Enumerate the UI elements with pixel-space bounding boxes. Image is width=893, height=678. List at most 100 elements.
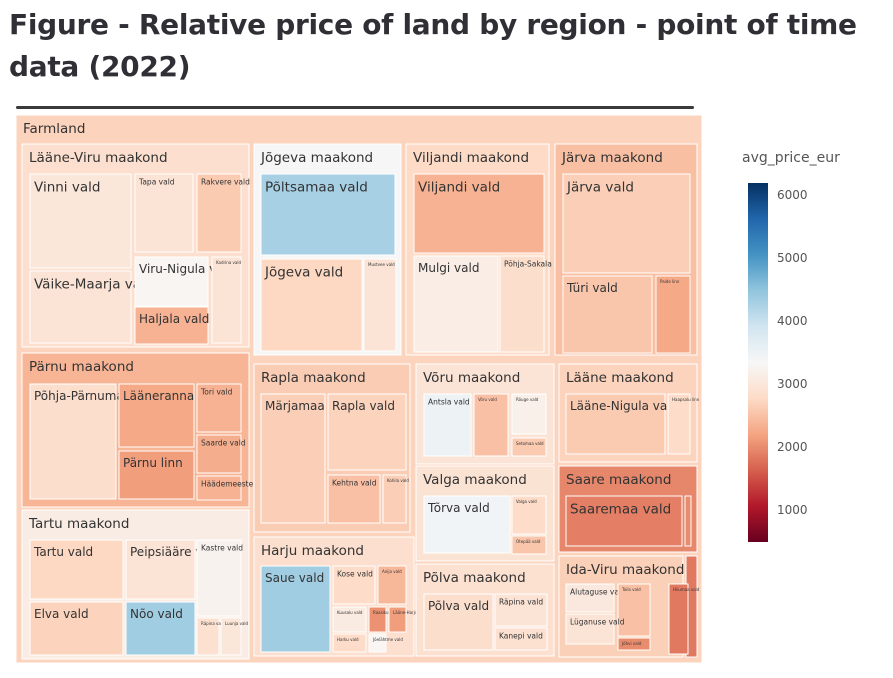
region-label: Tartu maakond xyxy=(28,516,129,532)
municipality-label: Järva vald xyxy=(566,180,634,196)
region-label: Põlva maakond xyxy=(423,570,526,586)
municipality-tile[interactable] xyxy=(196,383,242,433)
municipality-tile[interactable] xyxy=(196,617,220,656)
municipality-tile[interactable] xyxy=(562,275,653,354)
municipality-tile[interactable] xyxy=(668,583,689,655)
municipality-label: Kuusalu vald xyxy=(337,610,363,615)
municipality-tile[interactable] xyxy=(29,539,124,600)
municipality-label: Pärnu linn xyxy=(123,456,183,470)
municipality-label: Valga vald xyxy=(516,499,537,504)
municipality-label: Rapla vald xyxy=(332,399,395,413)
municipality-tile[interactable] xyxy=(29,601,124,656)
region-label: Lääne maakond xyxy=(566,370,674,386)
municipality-tile[interactable] xyxy=(196,434,242,474)
municipality-tile[interactable] xyxy=(220,617,242,656)
municipality-label: Kohila vald xyxy=(387,478,409,483)
municipality-tile[interactable] xyxy=(363,258,397,352)
municipality-tile[interactable] xyxy=(413,173,545,254)
municipality-tile[interactable] xyxy=(368,633,387,653)
page-title: Figure - Relative price of land by regio… xyxy=(9,8,857,83)
municipality-label: Saarde vald xyxy=(201,439,246,448)
municipality-tile[interactable] xyxy=(655,275,691,354)
municipality-label: Lääne-Nigula vald xyxy=(570,399,678,413)
municipality-label: Luunja vald xyxy=(225,621,249,626)
municipality-tile[interactable] xyxy=(332,606,367,633)
colorbar-tick-label: 3000 xyxy=(777,376,808,391)
municipality-label: Viru-Nigula vald xyxy=(139,262,235,276)
colorbar-tick-label: 2000 xyxy=(777,439,808,454)
municipality-label: Jõhvi vald xyxy=(621,641,642,646)
municipality-tile[interactable] xyxy=(260,393,326,524)
municipality-tile[interactable] xyxy=(684,495,692,547)
municipality-tile[interactable] xyxy=(332,633,367,653)
municipality-tile[interactable] xyxy=(125,539,196,600)
colorbar-tick-label: 4000 xyxy=(777,313,808,328)
municipality-tile[interactable] xyxy=(494,627,548,651)
municipality-tile[interactable] xyxy=(211,256,242,344)
municipality-label: Tapa vald xyxy=(138,178,175,187)
municipality-tile[interactable] xyxy=(29,270,132,344)
municipality-tile[interactable] xyxy=(423,495,511,554)
municipality-tile[interactable] xyxy=(473,393,509,457)
municipality-label: Haljala vald xyxy=(139,312,209,326)
municipality-tile[interactable] xyxy=(667,393,691,455)
municipality-tile[interactable] xyxy=(29,383,117,500)
municipality-tile[interactable] xyxy=(565,393,666,455)
municipality-tile[interactable] xyxy=(134,173,194,253)
municipality-label: Vinni vald xyxy=(34,180,100,196)
colorbar-tick-label: 5000 xyxy=(777,250,808,265)
municipality-label: Tõrva vald xyxy=(427,501,490,515)
municipality-tile[interactable] xyxy=(494,593,548,627)
municipality-tile[interactable] xyxy=(413,255,499,353)
municipality-tile[interactable] xyxy=(260,565,331,653)
municipality-label: Kastre vald xyxy=(201,544,243,553)
municipality-tile[interactable] xyxy=(368,606,387,633)
municipality-tile[interactable] xyxy=(134,256,209,307)
region-label: Valga maakond xyxy=(423,472,527,488)
region-label: Järva maakond xyxy=(561,150,663,166)
municipality-label: Lüganuse vald xyxy=(570,618,625,627)
municipality-tile[interactable] xyxy=(562,173,691,274)
municipality-tile[interactable] xyxy=(260,173,396,256)
municipality-tile[interactable] xyxy=(565,495,683,547)
municipality-tile[interactable] xyxy=(565,613,615,645)
municipality-label: Tori vald xyxy=(200,388,233,397)
municipality-tile[interactable] xyxy=(511,495,547,535)
region-label: Saare maakond xyxy=(566,472,671,488)
municipality-tile[interactable] xyxy=(118,383,195,448)
municipality-tile[interactable] xyxy=(118,450,195,500)
municipality-label: Räpina vald xyxy=(499,598,543,607)
municipality-label: Raasiku vald xyxy=(373,610,399,615)
colorbar-title: avg_price_eur xyxy=(742,150,840,166)
municipality-tile[interactable] xyxy=(617,637,651,651)
municipality-tile[interactable] xyxy=(29,173,132,269)
municipality-tile[interactable] xyxy=(196,539,242,617)
municipality-label: Põlva vald xyxy=(428,599,489,613)
municipality-tile[interactable] xyxy=(196,475,242,501)
municipality-label: Lääne-Harju vald xyxy=(393,610,428,615)
municipality-tile[interactable] xyxy=(377,565,407,605)
municipality-tile[interactable] xyxy=(511,393,547,435)
municipality-tile[interactable] xyxy=(499,255,545,353)
municipality-tile[interactable] xyxy=(260,258,363,352)
municipality-tile[interactable] xyxy=(327,474,381,524)
region-label: Rapla maakond xyxy=(261,370,366,386)
municipality-tile[interactable] xyxy=(511,535,547,555)
municipality-tile[interactable] xyxy=(332,565,376,605)
municipality-tile[interactable] xyxy=(423,393,472,457)
municipality-tile[interactable] xyxy=(134,306,209,345)
municipality-label: Nõo vald xyxy=(130,607,183,621)
municipality-tile[interactable] xyxy=(196,173,242,253)
municipality-label: Alutaguse vald xyxy=(570,588,626,597)
municipality-tile[interactable] xyxy=(423,593,494,651)
municipality-tile[interactable] xyxy=(125,601,196,656)
municipality-tile[interactable] xyxy=(382,474,407,524)
municipality-label: Võru vald xyxy=(478,397,497,402)
municipality-label: Häädemeeste vald xyxy=(201,480,272,489)
municipality-tile[interactable] xyxy=(327,393,407,471)
municipality-tile[interactable] xyxy=(388,606,407,633)
municipality-tile[interactable] xyxy=(565,583,615,613)
municipality-tile[interactable] xyxy=(511,437,547,457)
municipality-label: Väike-Maarja vald xyxy=(34,277,153,293)
municipality-tile[interactable] xyxy=(617,583,651,637)
